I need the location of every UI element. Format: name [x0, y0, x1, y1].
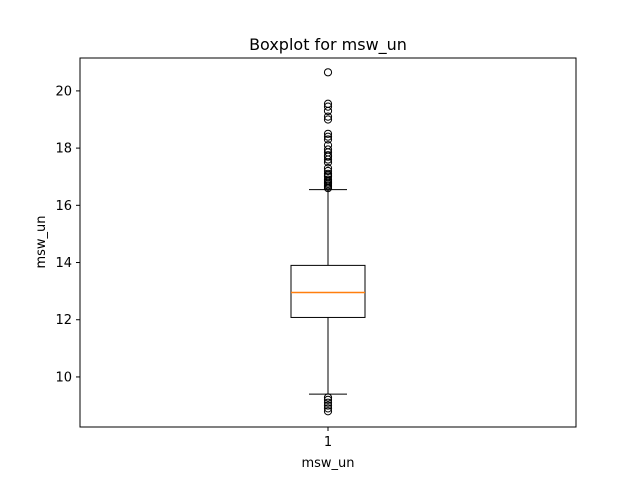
outlier-point — [323, 407, 333, 416]
iqr-box — [290, 264, 366, 318]
outlier-point — [323, 112, 333, 121]
outlier-point — [323, 115, 333, 124]
x-axis: 1 — [324, 427, 332, 450]
outlier-point — [323, 169, 333, 178]
outlier-point — [323, 129, 333, 138]
outlier-point — [323, 398, 333, 407]
x-tick-label: 1 — [324, 435, 332, 450]
outlier-point — [323, 166, 333, 176]
y-tick-label: 20 — [55, 84, 72, 99]
outlier-point — [323, 68, 333, 77]
outlier-point — [323, 393, 333, 402]
outlier-point — [323, 395, 333, 404]
y-tick-label: 10 — [55, 370, 72, 385]
y-axis-label: msw_un — [34, 215, 49, 268]
chart-title: Boxplot for msw_un — [249, 35, 407, 55]
outlier-point — [323, 401, 333, 410]
y-tick-label: 12 — [55, 313, 72, 328]
y-tick-label: 16 — [55, 199, 72, 214]
boxplot-series — [290, 68, 366, 416]
y-tick-label: 14 — [55, 256, 72, 271]
outlier-point — [323, 175, 333, 184]
outlier-point — [323, 164, 333, 173]
outlier-point — [323, 132, 333, 141]
y-axis: 10 12 14 16 18 20 — [55, 84, 80, 385]
outlier-point — [323, 135, 333, 144]
outlier-point — [323, 404, 333, 413]
outlier-point — [323, 102, 333, 111]
outlier-point — [323, 145, 333, 154]
outlier-point — [323, 151, 333, 160]
outlier-point — [323, 141, 333, 150]
outlier-point — [323, 99, 333, 108]
y-tick-label: 18 — [55, 142, 72, 157]
x-axis-label: msw_un — [301, 456, 354, 471]
